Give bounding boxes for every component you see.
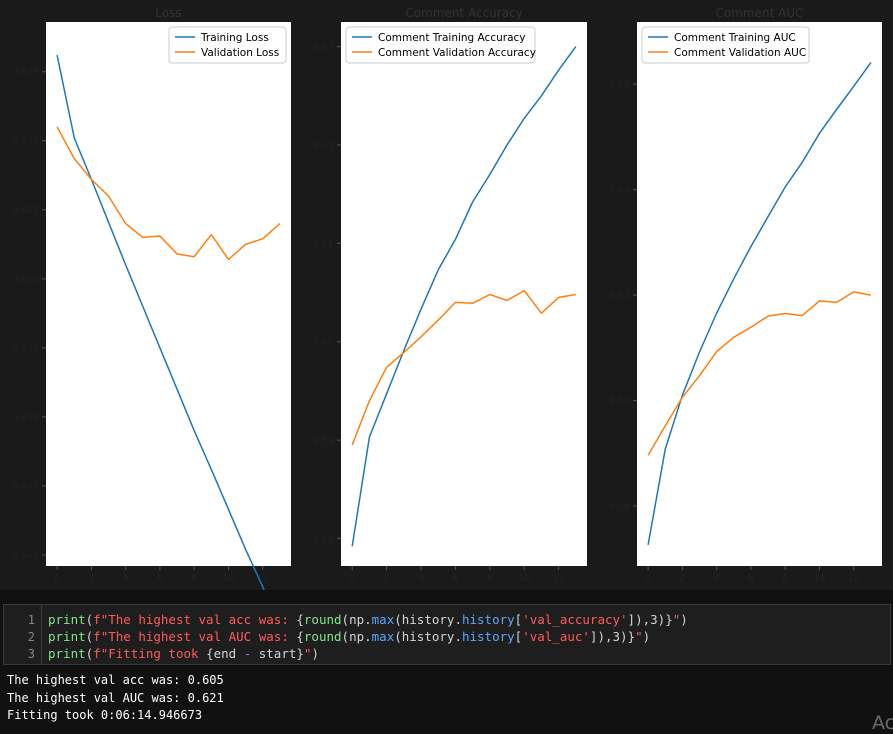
y-tick-label: 0.650 (12, 412, 39, 423)
legend-label: Comment Training AUC (674, 32, 796, 44)
x-tick-label: 6 (748, 573, 754, 584)
x-tick-label: 8 (191, 573, 197, 584)
x-tick-label: 2 (384, 573, 390, 584)
x-tick-label: 12 (848, 573, 860, 584)
y-tick-label: 0.59 (313, 436, 334, 447)
code-line[interactable]: print(f"The highest val AUC was: {round(… (48, 629, 651, 644)
x-tick-label: 6 (157, 573, 163, 584)
line-number-gutter: 1 2 3 (4, 605, 42, 664)
plot-area (341, 22, 587, 566)
series-line-training (351, 46, 577, 547)
y-tick-label: 0.58 (609, 501, 630, 512)
legend-box (168, 26, 287, 64)
y-tick-label: 0.645 (12, 481, 39, 492)
x-tick-label: 4 (418, 573, 424, 584)
y-tick-label: 0.670 (12, 136, 39, 147)
y-tick-label: 0.63 (313, 42, 334, 53)
x-tick-label: 0 (645, 573, 651, 584)
x-tick-label: 12 (257, 573, 269, 584)
legend-label: Validation Loss (201, 47, 279, 59)
series-line-validation (56, 126, 281, 261)
line-number: 2 (27, 630, 35, 644)
output-line: The highest val acc was: 0.605 (7, 673, 224, 687)
y-tick-label: 0.58 (313, 534, 334, 545)
corner-text-fragment: Ac (872, 712, 893, 734)
x-tick-label: 4 (123, 573, 129, 584)
series-line-validation (351, 289, 576, 446)
y-tick-label: 0.62 (609, 291, 630, 302)
y-tick-label: 0.655 (12, 343, 39, 354)
line-number: 1 (27, 613, 35, 627)
plot-area (637, 22, 882, 566)
y-tick-label: 0.61 (313, 239, 334, 250)
y-tick-label: 0.675 (12, 67, 39, 78)
x-tick-label: 10 (813, 573, 825, 584)
legend-label: Comment Validation AUC (674, 47, 806, 59)
legend-label: Comment Validation Accuracy (378, 47, 536, 59)
legend-label: Comment Training Accuracy (378, 32, 526, 44)
x-tick-label: 8 (487, 573, 493, 584)
legend-label: Training Loss (200, 32, 269, 44)
figure-panel: Loss 0.640 0.645 0.650 0.655 0.660 0.665 0.670 0… (12, 6, 882, 590)
subplot-3: Comment AUC 0.58 0.60 0.62 0.64 0.66 0 2 4 6 8 10 12… (609, 6, 882, 584)
series-line-training (56, 54, 265, 590)
output-line: The highest val AUC was: 0.621 (7, 690, 224, 705)
y-tick-label: 0.64 (609, 185, 630, 196)
y-tick-label: 0.60 (313, 337, 334, 348)
plot-area (46, 22, 291, 566)
x-tick-label: 2 (88, 573, 94, 584)
series-line-training (647, 62, 872, 546)
x-tick-label: 10 (222, 573, 234, 584)
subplot-2: Comment Accuracy 0.58 0.59 0.60 0.61 0.62 0.63… (313, 6, 587, 584)
line-number: 3 (27, 647, 35, 661)
y-tick-label: 0.60 (609, 396, 630, 407)
y-tick-label: 0.66 (609, 80, 630, 91)
x-tick-label: 0 (54, 573, 60, 584)
output-line: Fitting took 0:06:14.946673 (7, 708, 203, 722)
code-line[interactable]: print(f"Fitting took {end - start}") (48, 646, 319, 661)
plots-figure: Loss0.6400.6450.6500.6550.6600.6650.6700… (12, 6, 882, 590)
x-tick-label: 6 (452, 573, 458, 584)
chart-title: Comment Accuracy (405, 6, 522, 20)
y-tick-label: 0.640 (12, 550, 39, 561)
series-line-validation (647, 291, 872, 456)
legend-box (641, 26, 810, 64)
x-tick-label: 4 (714, 573, 720, 584)
x-tick-label: 10 (518, 573, 530, 584)
x-tick-label: 12 (553, 573, 565, 584)
code-cell[interactable]: 1 2 3 print(f"The highest val acc was: {… (3, 604, 891, 665)
code-line[interactable]: print(f"The highest val acc was: {round(… (48, 612, 688, 627)
subplot-1: Loss 0.640 0.645 0.650 0.655 0.660 0.665 0.670 0… (12, 6, 291, 590)
x-tick-label: 8 (782, 573, 788, 584)
chart-title: Comment AUC (716, 6, 804, 20)
chart-title: Loss (155, 6, 181, 20)
cell-output: The highest val acc was: 0.605 The highe… (7, 672, 224, 725)
y-tick-label: 0.62 (313, 140, 334, 151)
y-tick-label: 0.660 (12, 274, 39, 285)
x-tick-label: 2 (679, 573, 685, 584)
y-tick-label: 0.665 (12, 205, 39, 216)
legend-box (345, 26, 536, 64)
x-tick-label: 0 (349, 573, 355, 584)
